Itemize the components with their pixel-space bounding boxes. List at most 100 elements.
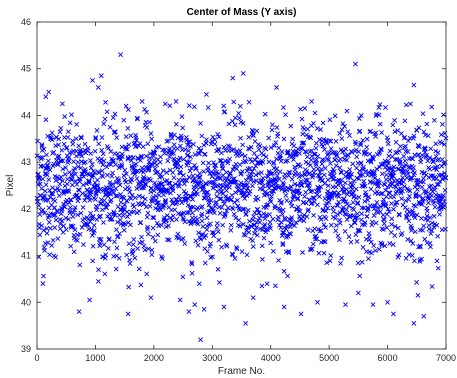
data-point [287,224,293,230]
data-point [185,152,191,158]
data-point [400,166,406,172]
data-point [314,126,320,131]
data-point [234,197,240,203]
data-point [396,212,402,218]
data-point [146,167,152,172]
data-point [152,150,158,156]
data-point [311,212,317,218]
data-point [90,172,96,178]
data-point [180,236,186,241]
data-point [355,260,361,266]
data-point [69,173,75,179]
data-point [342,123,348,129]
data-point [305,126,311,132]
data-point [100,151,106,157]
data-point [54,209,60,215]
data-point [39,186,44,191]
data-point [93,136,98,142]
data-point [268,145,274,150]
data-point [93,135,99,140]
data-point [49,137,55,143]
data-point [387,177,392,183]
data-point [46,89,52,95]
data-point [177,155,183,161]
data-point [353,141,359,147]
data-point [149,247,155,253]
data-point [37,212,43,217]
y-tick-label: 42 [21,204,31,214]
data-point [308,157,314,163]
data-point [247,218,252,224]
data-point [72,227,78,233]
data-point [274,156,279,162]
data-point [169,217,175,223]
data-point [90,258,96,264]
data-point [125,156,131,162]
data-point [280,241,286,246]
data-point [306,197,312,203]
data-point [389,201,394,206]
data-point [114,135,120,140]
data-point [133,161,139,167]
data-point [371,213,377,218]
data-point [130,247,136,253]
data-point [347,174,353,180]
data-point [237,115,242,121]
data-point [90,243,96,249]
data-point [292,181,298,187]
data-point [66,154,72,160]
data-point [101,242,107,248]
data-point [193,238,199,244]
data-point [335,190,341,196]
data-point [325,183,331,189]
data-point [308,135,314,141]
data-point [313,145,319,151]
data-point [43,117,49,123]
data-point [409,253,415,258]
data-point [298,311,304,317]
data-point [65,129,71,135]
data-point [289,176,295,182]
data-point [74,238,80,243]
data-point [296,174,302,180]
data-point [268,199,274,205]
data-point [242,196,248,201]
data-point [230,252,236,258]
data-point [373,220,379,226]
data-point [263,146,269,152]
data-point [221,201,227,207]
data-point [318,127,324,132]
data-point [44,172,50,178]
data-point [222,212,228,218]
data-point [127,189,133,195]
data-point [165,138,171,144]
data-point [212,141,218,147]
data-point [438,132,444,138]
data-point [412,170,417,176]
data-point [434,258,440,264]
data-point [428,244,433,250]
data-point [196,175,202,181]
data-point [313,160,319,166]
data-point [386,209,392,215]
data-point [140,194,145,200]
data-point [98,237,104,242]
data-point [426,226,432,232]
data-point [74,121,80,127]
data-point [248,144,254,150]
data-point [122,167,128,173]
data-point [263,154,269,160]
data-point [204,91,209,97]
data-point [194,191,200,197]
data-point [81,242,86,247]
data-point [281,105,286,110]
data-point [55,185,61,191]
data-point [209,174,215,179]
data-point [239,249,245,255]
data-point [316,194,322,199]
data-point [350,161,356,167]
data-point [108,162,114,167]
data-point [246,99,252,105]
data-point [218,150,224,156]
data-point [424,208,430,214]
